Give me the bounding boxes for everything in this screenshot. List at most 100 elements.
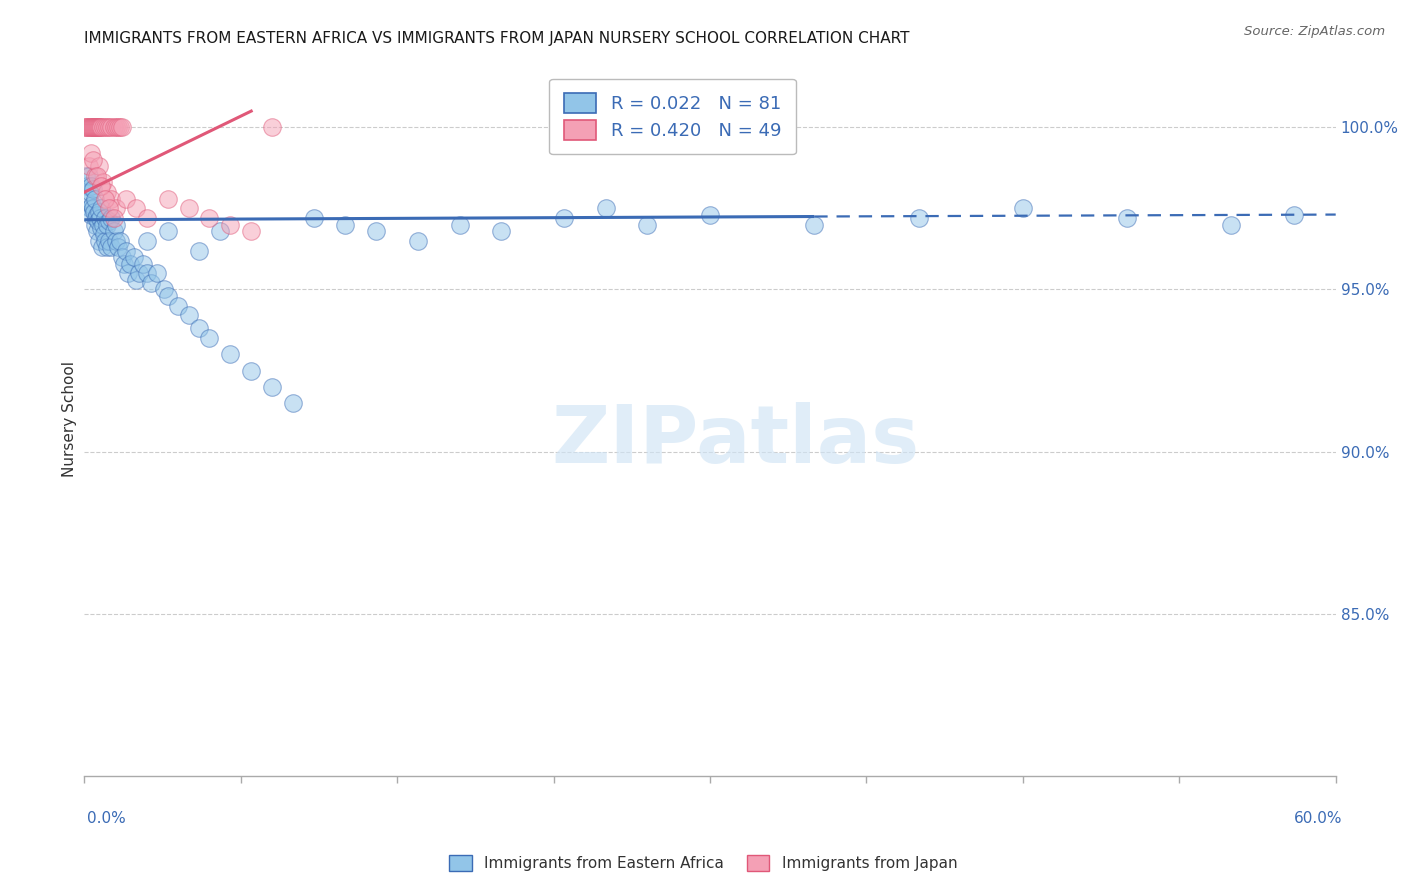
Point [79,120,101,135]
Point [75,120,97,135]
Point [83,218,105,232]
Point [91,176,114,190]
Point [79,202,101,216]
Point [104,234,127,248]
Point [98,214,121,228]
Point [108,234,131,248]
Point [87,234,110,248]
Point [449,218,471,232]
Point [107,120,129,135]
Point [907,211,929,226]
Point [79,120,101,135]
Text: 0.0%: 0.0% [87,812,127,826]
Point [93,227,115,242]
Point [107,240,129,254]
Point [117,266,139,280]
Point [80,120,103,135]
Text: IMMIGRANTS FROM EASTERN AFRICA VS IMMIGRANTS FROM JAPAN NURSERY SCHOOL CORRELATI: IMMIGRANTS FROM EASTERN AFRICA VS IMMIGR… [84,31,910,46]
Point [125,202,148,216]
Point [146,266,169,280]
Point [96,218,118,232]
Point [188,244,211,258]
Point [100,211,122,226]
Point [90,202,112,216]
Point [128,266,150,280]
Point [1012,202,1035,216]
Legend: R = 0.022   N = 81, R = 0.420   N = 49: R = 0.022 N = 81, R = 0.420 N = 49 [550,78,796,154]
Point [406,234,429,248]
Point [104,120,127,135]
Point [94,192,117,206]
Text: 60.0%: 60.0% [1295,812,1343,826]
Point [86,224,108,238]
Point [82,182,104,196]
Point [91,120,114,135]
Point [152,283,174,297]
Point [86,120,108,135]
Point [86,169,108,183]
Point [77,120,100,135]
Point [188,321,211,335]
Point [98,234,121,248]
Point [94,234,117,248]
Point [100,192,122,206]
Point [240,224,263,238]
Point [87,214,110,228]
Point [87,120,110,135]
Point [83,192,105,206]
Point [124,250,146,264]
Point [77,192,100,206]
Point [90,178,112,193]
Point [262,380,284,394]
Point [132,256,155,270]
Point [156,224,179,238]
Point [104,202,127,216]
Point [111,120,134,135]
Point [120,256,142,270]
Point [90,220,112,235]
Point [96,240,118,254]
Point [104,218,127,232]
Point [136,234,159,248]
Point [87,204,110,219]
Point [595,202,617,216]
Text: ZIPatlas: ZIPatlas [551,401,920,480]
Point [75,169,97,183]
Point [83,120,105,135]
Y-axis label: Nursery School: Nursery School [62,361,77,477]
Point [87,120,110,135]
Point [219,347,242,361]
Point [198,211,221,226]
Point [803,218,825,232]
Point [96,120,118,135]
Point [87,159,110,173]
Point [111,250,134,264]
Point [139,276,162,290]
Point [219,218,242,232]
Point [208,224,231,238]
Point [91,240,114,254]
Point [79,185,101,199]
Text: Source: ZipAtlas.com: Source: ZipAtlas.com [1244,25,1385,38]
Point [79,208,101,222]
Point [90,120,112,135]
Point [115,244,138,258]
Point [79,146,101,161]
Point [553,211,575,226]
Point [167,299,190,313]
Point [1282,208,1305,222]
Point [156,289,179,303]
Point [84,211,107,226]
Point [94,120,117,135]
Point [83,169,105,183]
Point [366,224,388,238]
Point [491,224,513,238]
Point [198,331,221,345]
Point [82,202,104,216]
Point [76,178,98,193]
Point [103,120,125,135]
Point [103,211,125,226]
Point [125,273,148,287]
Point [112,256,135,270]
Point [136,211,159,226]
